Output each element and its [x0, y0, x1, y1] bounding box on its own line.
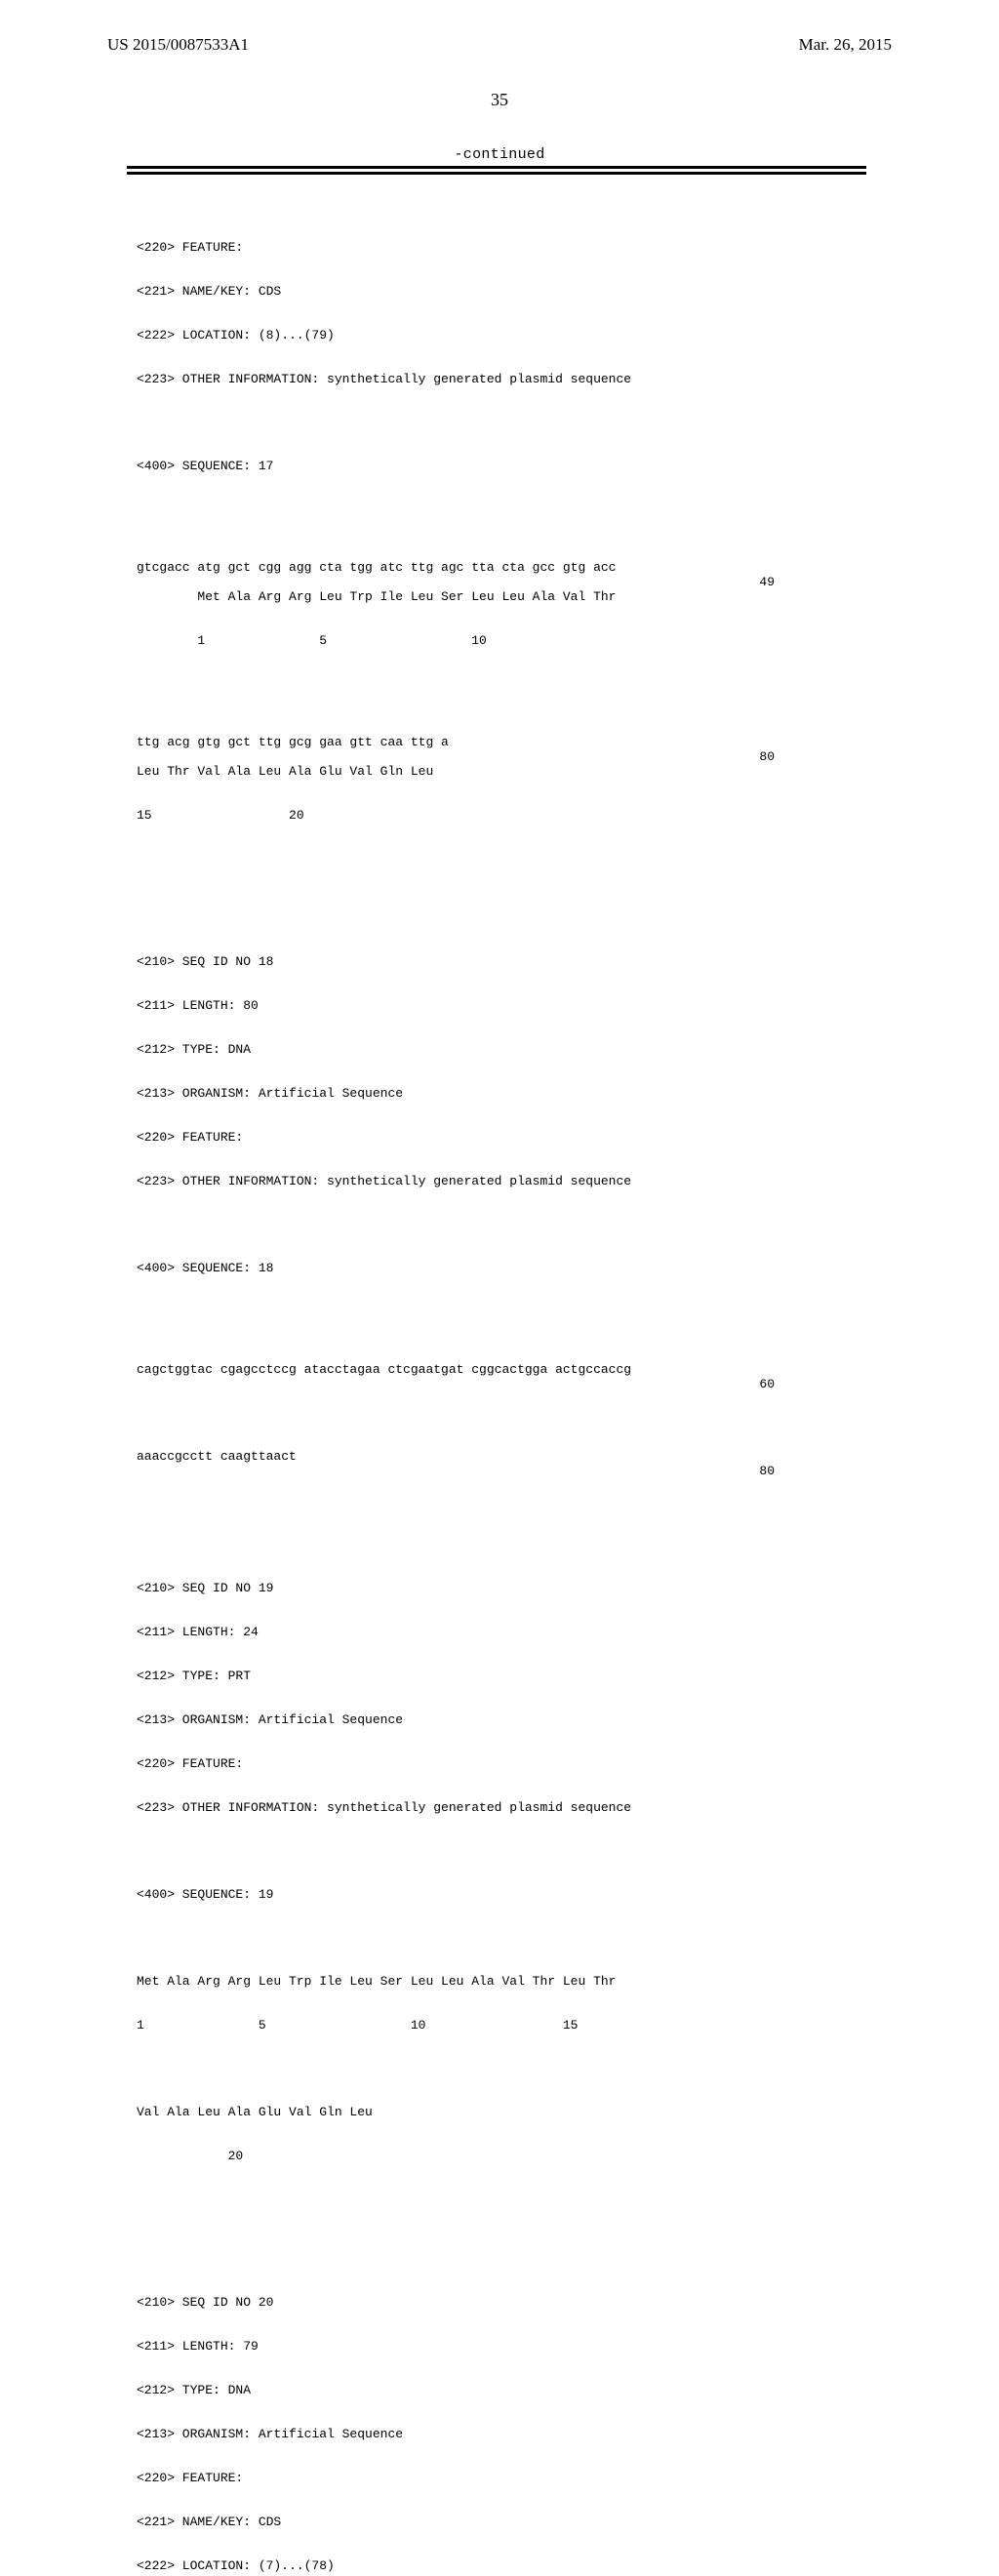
rule-top-1 — [127, 166, 866, 169]
seq18-line2: aaaccgcctt caagttaact — [137, 1449, 297, 1464]
seq20-location: <222> LOCATION: (7)...(78) — [137, 2558, 335, 2573]
seq17-line1: gtcgacc atg gct cgg agg cta tgg atc ttg … — [137, 560, 616, 575]
seq18-line1-pos: 60 — [759, 1377, 775, 1391]
seq19-organism: <213> ORGANISM: Artificial Sequence — [137, 1712, 403, 1727]
seq17-feature: <220> FEATURE: — [137, 240, 243, 255]
page: US 2015/0087533A1 Mar. 26, 2015 35 -cont… — [0, 0, 999, 1288]
seq19-line1: Met Ala Arg Arg Leu Trp Ile Leu Ser Leu … — [137, 1974, 616, 1989]
seq19-otherinfo: <223> OTHER INFORMATION: synthetically g… — [137, 1800, 631, 1815]
seq20-id: <210> SEQ ID NO 20 — [137, 2295, 273, 2310]
seq18-line1: cagctggtac cgagcctccg atacctagaa ctcgaat… — [137, 1362, 631, 1377]
seq19-type: <212> TYPE: PRT — [137, 1669, 251, 1683]
seq18-id: <210> SEQ ID NO 18 — [137, 954, 273, 969]
page-number: 35 — [0, 90, 999, 110]
seq19-feature: <220> FEATURE: — [137, 1756, 243, 1771]
seq20-organism: <213> ORGANISM: Artificial Sequence — [137, 2427, 403, 2441]
seq18-label: <400> SEQUENCE: 18 — [137, 1261, 273, 1275]
seq17-namekey: <221> NAME/KEY: CDS — [137, 284, 281, 299]
seq17-otherinfo: <223> OTHER INFORMATION: synthetically g… — [137, 372, 631, 386]
continued-label: -continued — [0, 146, 999, 163]
seq19-line2-idx: 20 — [137, 2149, 243, 2163]
seq18-otherinfo: <223> OTHER INFORMATION: synthetically g… — [137, 1174, 631, 1188]
seq18-type: <212> TYPE: DNA — [137, 1042, 251, 1057]
seq17-line2: ttg acg gtg gct ttg gcg gaa gtt caa ttg … — [137, 735, 449, 749]
seq17-line1-aa: Met Ala Arg Arg Leu Trp Ile Leu Ser Leu … — [137, 589, 616, 604]
seq18-length: <211> LENGTH: 80 — [137, 998, 259, 1013]
seq19-label: <400> SEQUENCE: 19 — [137, 1887, 273, 1902]
seq19-length: <211> LENGTH: 24 — [137, 1625, 259, 1639]
seq18-organism: <213> ORGANISM: Artificial Sequence — [137, 1086, 403, 1101]
seq18-feature: <220> FEATURE: — [137, 1130, 243, 1145]
seq20-namekey: <221> NAME/KEY: CDS — [137, 2515, 281, 2529]
seq17-line1-pos: 49 — [759, 575, 775, 589]
sequence-listing: <220> FEATURE: <221> NAME/KEY: CDS <222>… — [137, 181, 862, 2576]
seq19-line2: Val Ala Leu Ala Glu Val Gln Leu — [137, 2105, 373, 2119]
rule-top-2 — [127, 172, 866, 175]
running-header: US 2015/0087533A1 Mar. 26, 2015 — [0, 35, 999, 55]
seq18-line2-pos: 80 — [759, 1464, 775, 1478]
seq17-line2-aa: Leu Thr Val Ala Leu Ala Glu Val Gln Leu — [137, 764, 433, 779]
seq17-location: <222> LOCATION: (8)...(79) — [137, 328, 335, 342]
pub-number: US 2015/0087533A1 — [107, 35, 249, 55]
seq17-line2-pos: 80 — [759, 749, 775, 764]
seq17-label: <400> SEQUENCE: 17 — [137, 459, 273, 473]
seq20-length: <211> LENGTH: 79 — [137, 2339, 259, 2354]
seq19-id: <210> SEQ ID NO 19 — [137, 1581, 273, 1595]
seq17-line2-idx: 15 20 — [137, 808, 304, 823]
seq20-feature: <220> FEATURE: — [137, 2471, 243, 2485]
seq17-line1-idx: 1 5 10 — [137, 633, 487, 648]
seq19-line1-idx: 1 5 10 15 — [137, 2018, 578, 2033]
pub-date: Mar. 26, 2015 — [799, 35, 892, 55]
seq20-type: <212> TYPE: DNA — [137, 2383, 251, 2397]
